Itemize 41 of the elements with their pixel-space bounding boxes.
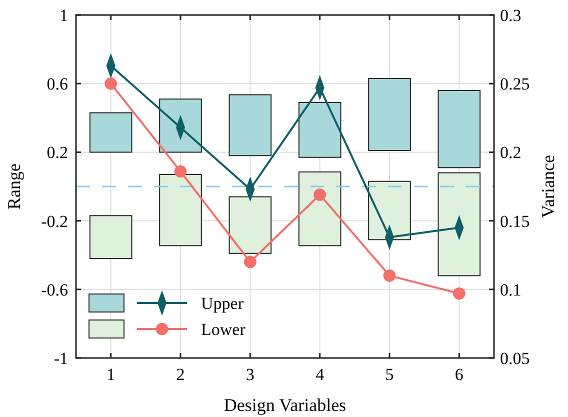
point xyxy=(244,256,256,268)
y-tick-label: 1 xyxy=(60,6,68,25)
y-tick-label: 0.6 xyxy=(46,74,68,94)
point xyxy=(383,270,396,282)
y2-tick-label: 0.3 xyxy=(500,6,522,25)
point xyxy=(314,188,326,201)
y-tick-label: 0.2 xyxy=(46,143,68,162)
x-axis-title: Design Variables xyxy=(224,395,346,415)
bar xyxy=(368,180,411,240)
y2-tick-label: 0.15 xyxy=(500,212,530,231)
y2-tick-label: 0.25 xyxy=(500,74,530,94)
bar xyxy=(228,196,272,254)
x-tick-label: 4 xyxy=(316,365,325,384)
bar xyxy=(298,171,342,246)
y-tick-label: -0.6 xyxy=(41,280,68,300)
x-tick-label: 2 xyxy=(176,365,185,384)
y-tick-label: -1 xyxy=(54,348,68,368)
bar xyxy=(89,215,132,260)
bar xyxy=(89,112,132,153)
legend-label: Lower xyxy=(201,320,246,339)
y-tick-label: -0.2 xyxy=(41,212,68,231)
point xyxy=(452,287,466,300)
bar xyxy=(298,102,342,158)
bar xyxy=(159,98,202,153)
bar xyxy=(228,94,272,156)
bar xyxy=(159,174,202,246)
point xyxy=(174,165,187,178)
bar xyxy=(368,78,411,151)
y2-tick-label: 0.1 xyxy=(500,280,522,300)
x-tick-label: 3 xyxy=(246,365,254,384)
bar xyxy=(438,172,481,276)
y2-axis-title: Variance xyxy=(538,155,558,218)
bar xyxy=(438,90,481,168)
y-axis-title: Range xyxy=(4,163,24,210)
point xyxy=(104,77,118,90)
y2-tick-label: 0.05 xyxy=(500,348,530,368)
legend-label: Upper xyxy=(201,294,244,313)
x-tick-label: 5 xyxy=(385,365,394,384)
y2-tick-label: 0.2 xyxy=(500,143,522,162)
x-tick-label: 6 xyxy=(454,365,464,384)
x-tick-label: 1 xyxy=(106,365,116,384)
